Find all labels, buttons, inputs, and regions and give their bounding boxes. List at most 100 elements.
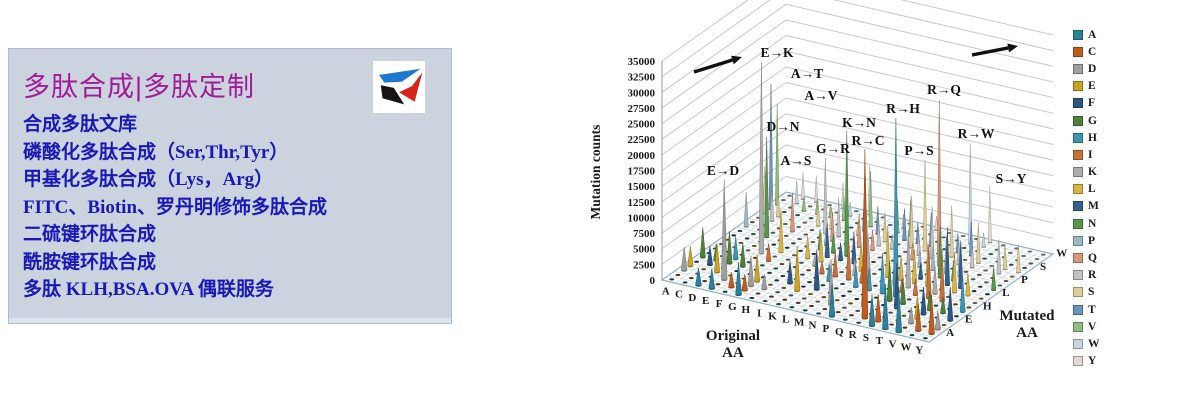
legend-item: E bbox=[1073, 78, 1100, 95]
legend-swatch bbox=[1073, 184, 1083, 195]
spike bbox=[959, 275, 966, 313]
svg-text:R→C: R→C bbox=[852, 133, 885, 148]
spike bbox=[708, 268, 716, 289]
svg-text:A→S: A→S bbox=[781, 153, 812, 168]
legend-item: S bbox=[1073, 284, 1100, 301]
svg-text:17500: 17500 bbox=[628, 166, 656, 178]
spike bbox=[922, 159, 928, 251]
svg-text:I: I bbox=[757, 307, 761, 319]
spike bbox=[885, 225, 891, 278]
spike bbox=[991, 267, 997, 291]
svg-text:7500: 7500 bbox=[633, 228, 656, 240]
legend-label: R bbox=[1088, 269, 1097, 282]
legend-swatch bbox=[1073, 115, 1083, 126]
spike bbox=[841, 196, 847, 221]
spike bbox=[944, 227, 950, 286]
svg-text:E: E bbox=[702, 295, 709, 307]
spike bbox=[969, 244, 975, 268]
spike bbox=[868, 171, 873, 227]
spike bbox=[741, 274, 748, 291]
legend-swatch bbox=[1073, 356, 1083, 367]
svg-text:15000: 15000 bbox=[628, 181, 656, 193]
svg-text:35000: 35000 bbox=[628, 56, 656, 68]
svg-text:M: M bbox=[794, 317, 805, 329]
svg-text:P→S: P→S bbox=[904, 143, 933, 158]
legend-swatch bbox=[1073, 287, 1083, 298]
spike bbox=[801, 196, 807, 211]
spike bbox=[876, 223, 882, 246]
legend-label: Q bbox=[1088, 252, 1097, 265]
spike bbox=[976, 222, 981, 264]
legend-item: Q bbox=[1073, 249, 1100, 266]
legend-label: F bbox=[1088, 97, 1096, 110]
legend-swatch bbox=[1073, 270, 1083, 281]
svg-text:27500: 27500 bbox=[628, 103, 656, 115]
spike bbox=[726, 230, 733, 264]
svg-text:R→Q: R→Q bbox=[927, 82, 961, 97]
spike bbox=[775, 195, 781, 217]
spike bbox=[699, 227, 706, 258]
promo-panel: 多肽合成|多肽定制 合成多肽文库 磷酸化多肽合成（Ser,Thr,Tyr） 甲基化多… bbox=[8, 48, 452, 324]
spike bbox=[981, 232, 986, 247]
legend-label: I bbox=[1088, 148, 1093, 161]
spike bbox=[778, 209, 784, 253]
service-list-item: FITC、Biotin、罗丹明修饰多肽合成 bbox=[23, 196, 328, 218]
svg-text:Y: Y bbox=[915, 344, 923, 356]
spike bbox=[920, 286, 927, 315]
spike bbox=[815, 203, 821, 226]
spike bbox=[836, 197, 841, 237]
legend-swatch bbox=[1073, 81, 1083, 92]
legend-item: M bbox=[1073, 198, 1100, 215]
legend-item: L bbox=[1073, 181, 1100, 198]
spikes bbox=[681, 62, 1021, 336]
svg-text:A: A bbox=[662, 286, 670, 298]
svg-text:V: V bbox=[889, 338, 897, 350]
svg-text:N: N bbox=[809, 320, 817, 332]
spike bbox=[1016, 244, 1021, 273]
legend-swatch bbox=[1073, 63, 1083, 74]
svg-text:Original: Original bbox=[706, 328, 760, 344]
spike bbox=[932, 266, 938, 294]
spike bbox=[934, 310, 942, 330]
spike bbox=[837, 242, 844, 261]
svg-text:S: S bbox=[863, 332, 869, 344]
service-list-item: 合成多肽文库 bbox=[23, 114, 138, 135]
svg-text:W: W bbox=[900, 341, 911, 353]
spike bbox=[866, 267, 873, 291]
legend-item: T bbox=[1073, 301, 1100, 318]
spike bbox=[758, 62, 765, 254]
legend-label: L bbox=[1088, 183, 1096, 196]
svg-text:R: R bbox=[849, 329, 858, 341]
svg-text:C: C bbox=[675, 289, 683, 301]
legend-swatch bbox=[1073, 235, 1083, 246]
legend-swatch bbox=[1073, 132, 1083, 143]
spike bbox=[818, 232, 824, 262]
svg-text:F: F bbox=[716, 298, 723, 310]
svg-text:W: W bbox=[1056, 248, 1067, 260]
legend-label: S bbox=[1088, 286, 1095, 299]
spike bbox=[754, 254, 761, 282]
spike bbox=[844, 130, 850, 256]
svg-text:E→D: E→D bbox=[707, 163, 740, 178]
spike bbox=[889, 234, 895, 249]
spike bbox=[882, 212, 888, 242]
spike bbox=[895, 286, 903, 333]
svg-text:L: L bbox=[1002, 287, 1009, 299]
spike bbox=[814, 175, 819, 203]
spike bbox=[768, 83, 774, 210]
spike bbox=[794, 245, 801, 292]
service-list-item: 多肽 KLH,BSA.OVA 偶联服务 bbox=[23, 279, 274, 300]
spike bbox=[813, 249, 820, 290]
y-axis-title: Mutation counts bbox=[588, 125, 603, 220]
spike bbox=[845, 239, 852, 280]
spike bbox=[824, 223, 830, 258]
spike bbox=[832, 251, 839, 277]
legend-item: N bbox=[1073, 215, 1100, 232]
spike bbox=[940, 296, 947, 314]
